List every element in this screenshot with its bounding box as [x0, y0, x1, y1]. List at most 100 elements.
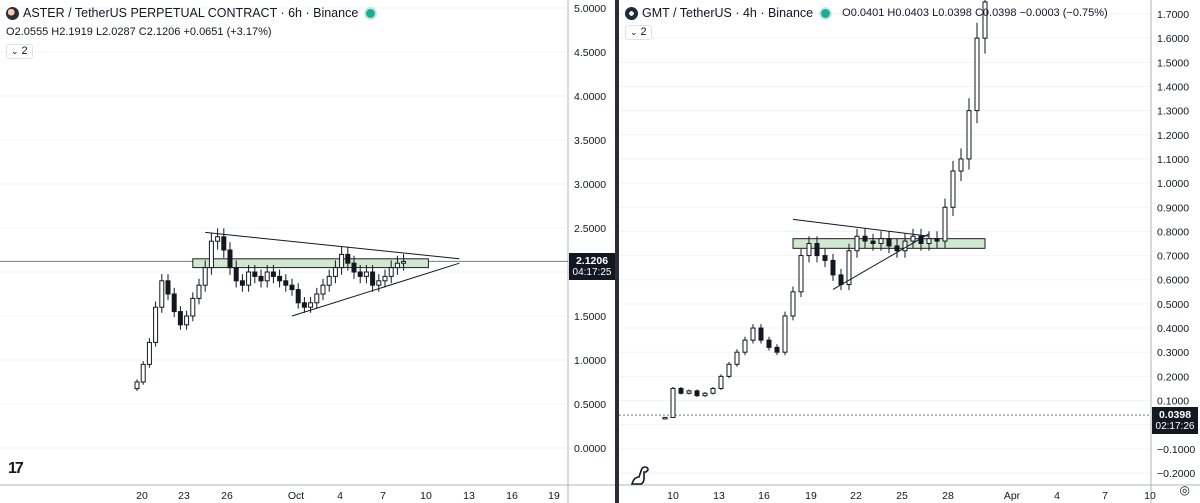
candle-body: [878, 238, 884, 245]
candle-body: [171, 293, 177, 313]
candle-body: [910, 235, 916, 242]
y-tick-label: 3.5000: [574, 135, 606, 147]
aster-chart-title: ASTER / TetherUS PERPETUAL CONTRACT · 6h…: [23, 6, 359, 20]
candle-body: [215, 236, 221, 242]
indicators-toggle[interactable]: ⌄ 2: [6, 44, 33, 59]
aster-current-price-tag: 2.1206 04:17:25: [569, 253, 615, 281]
candle-body: [202, 267, 208, 286]
y-tick-label: 0.3000: [1157, 347, 1189, 359]
live-status-icon: [366, 9, 376, 18]
x-tick-label: 10: [667, 490, 679, 502]
candle-body: [258, 275, 264, 282]
lower-trendline: [291, 262, 460, 317]
candle-body: [289, 284, 295, 291]
y-tick-label: 0.4000: [1157, 323, 1189, 335]
candle-body: [394, 262, 400, 269]
current-price: 2.1206: [575, 255, 609, 268]
y-tick-label: 3.0000: [574, 179, 606, 191]
candle-body: [678, 387, 684, 394]
candle-body: [958, 158, 964, 172]
x-tick-label: Apr: [1004, 490, 1021, 502]
candle-body: [264, 271, 270, 282]
candle-body: [382, 275, 388, 282]
y-tick-label: 1.3000: [1157, 106, 1189, 118]
y-tick-label: 0.2000: [1157, 371, 1189, 383]
y-tick-label: 4.0000: [574, 91, 606, 103]
aster-symbol-icon: [6, 7, 19, 20]
candle-body: [326, 275, 332, 286]
candle-body: [782, 315, 788, 353]
y-tick-label: 4.5000: [574, 47, 606, 59]
aster-candlestick-chart[interactable]: 5.00004.50004.00003.50003.00002.50002.00…: [0, 0, 615, 503]
candle-body: [370, 271, 376, 286]
x-tick-label: 19: [548, 490, 560, 502]
y-tick-label: 1.5000: [574, 311, 606, 323]
candle-body: [926, 238, 932, 245]
y-tick-label: 1.2000: [1157, 130, 1189, 142]
x-tick-label: 19: [805, 490, 817, 502]
settings-gear-icon[interactable]: ◎: [1179, 483, 1190, 497]
indicator-count: 2: [21, 45, 28, 57]
y-tick-label: 1.4000: [1157, 81, 1189, 93]
upper-trendline: [205, 231, 460, 260]
high-value: 2.1919: [59, 26, 93, 38]
candle-body: [339, 253, 345, 269]
chart-panel-aster[interactable]: 5.00004.50004.00003.50003.00002.50002.00…: [0, 0, 615, 503]
open-label: O: [6, 26, 15, 38]
candle-body: [184, 315, 190, 326]
candle-body: [806, 243, 812, 257]
low-label: L: [932, 7, 939, 19]
candle-body: [134, 381, 140, 390]
candle-body: [239, 280, 245, 286]
candle-body: [277, 275, 283, 282]
chart-panel-gmt[interactable]: 1.7000 1.6000 1.5000 1.4000 1.3000 1.2000 1.10…: [619, 0, 1200, 503]
chevron-down-icon: ⌄: [630, 27, 638, 37]
x-tick-label: 7: [1102, 490, 1108, 502]
tradingview-logo-icon[interactable]: 17: [8, 460, 24, 477]
candle-body: [308, 302, 314, 308]
y-tick-label: 0.6000: [1157, 275, 1189, 287]
low-value: 2.0287: [102, 26, 136, 38]
lower-trendline: [832, 233, 930, 290]
indicators-toggle[interactable]: ⌄ 2: [625, 25, 652, 40]
close-value: 2.1206: [146, 26, 181, 38]
change-value: −0.0003 (−0.75%): [1019, 7, 1108, 19]
x-tick-label: 10: [1144, 490, 1156, 502]
candle-body: [966, 110, 972, 160]
low-label: L: [95, 26, 103, 38]
candle-body: [221, 236, 227, 251]
candle-body: [902, 240, 908, 252]
candle-body: [942, 206, 948, 242]
candle-body: [301, 302, 307, 308]
y-tick-label: 0.9000: [1157, 202, 1189, 214]
candle-body: [165, 280, 171, 295]
candle-body: [766, 339, 772, 348]
x-tick-label: 16: [506, 490, 518, 502]
high-value: 0.0403: [895, 7, 930, 19]
live-status-icon: [821, 9, 831, 18]
candle-body: [376, 280, 382, 286]
y-tick-label: 0.8000: [1157, 226, 1189, 238]
dinosaur-icon[interactable]: [629, 463, 653, 487]
candle-body: [227, 249, 233, 269]
close-label: C: [138, 26, 147, 38]
candle-body: [190, 297, 196, 317]
candle-body: [196, 284, 202, 299]
gmt-symbol-icon: [625, 7, 638, 20]
x-tick-label: 16: [758, 490, 770, 502]
x-tick-label: 13: [463, 490, 475, 502]
gmt-candlestick-chart[interactable]: 1.7000 1.6000 1.5000 1.4000 1.3000 1.2000 1.10…: [619, 0, 1200, 503]
candle-body: [670, 387, 676, 418]
candle-body: [345, 253, 351, 264]
bar-countdown: 02:17:26: [1155, 421, 1195, 433]
open-label: O: [842, 7, 851, 19]
candle-body: [822, 255, 828, 261]
y-tick-label: 1.6000: [1157, 33, 1189, 45]
y-tick-label: 0.7000: [1157, 251, 1189, 263]
x-tick-label: 7: [380, 490, 386, 502]
gmt-chart-title: GMT / TetherUS · 4h · Binance: [642, 6, 814, 20]
current-price: 0.0398: [1158, 409, 1192, 422]
panel-divider[interactable]: [615, 0, 619, 503]
x-tick-label: 10: [420, 490, 432, 502]
candle-body: [710, 387, 716, 394]
